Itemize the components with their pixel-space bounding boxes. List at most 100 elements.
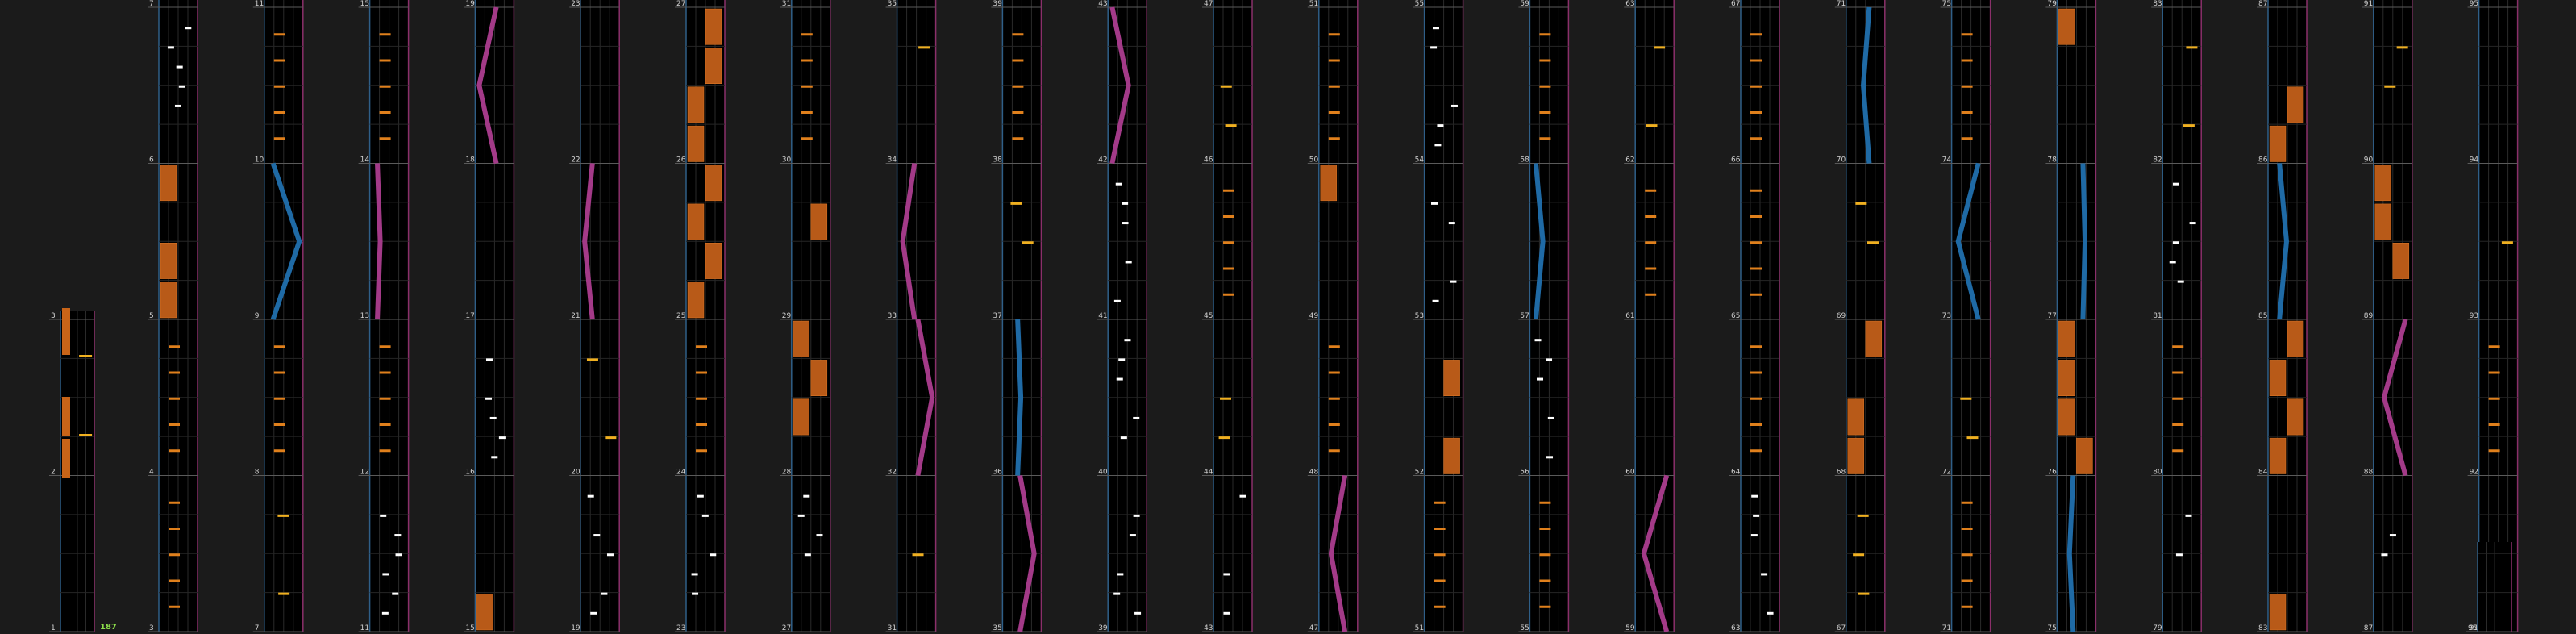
measure-number: 75 [1942,0,1951,8]
hold-note [2269,360,2287,396]
tap-note [1866,241,1879,244]
measure-number: 66 [1731,156,1741,165]
tap-note [2177,280,2184,283]
measure-number: 46 [1204,156,1213,165]
tap-note [169,605,180,608]
tap-note [1546,456,1554,459]
measure-number: 13 [360,312,369,320]
tap-note [1750,111,1762,114]
tap-note [1120,436,1127,440]
measure-number: 87 [2364,624,2373,632]
tap-note [2488,397,2500,400]
laser [1017,474,1037,632]
tap-note [1654,46,1666,49]
measure-number: 35 [888,0,897,8]
hold-note [793,398,810,436]
tap-note [1223,189,1234,192]
measure-number: 52 [1415,469,1424,477]
measure-number: 51 [1309,0,1318,8]
hold-note [2269,125,2287,162]
tap-note [2381,553,2388,557]
measure-column: 55 56 57 58 59 [1518,0,1570,632]
tap-note [1961,137,1973,140]
measure-number: 53 [1415,312,1424,320]
tap-note [2186,46,2198,49]
tap-note [1750,215,1762,218]
tap-note [491,456,498,459]
tap-note [2172,397,2184,400]
tap-note [1129,534,1136,537]
tap-note [1645,241,1657,244]
laser [1015,319,1024,476]
tap-note [395,553,402,557]
tap-note [2488,449,2500,453]
measure-number: 59 [1625,624,1635,632]
tap-note [379,111,391,114]
tap-note [1133,514,1140,517]
tap-note [1961,579,1973,582]
tap-note [1115,182,1122,186]
tap-note [1437,124,1444,127]
laser [2277,163,2289,320]
tap-note [692,592,699,595]
tap-note [174,104,181,107]
tap-note [1022,241,1034,244]
laser [1533,163,1546,320]
tap-note [1010,202,1022,205]
tap-note [606,553,614,557]
tap-note [1223,573,1230,576]
measure-column: 1 2 3 [49,308,95,632]
laser [2381,319,2408,477]
tap-note [1857,514,1869,517]
tap-note [2172,449,2184,453]
measure-number: 50 [1309,156,1319,165]
measure-number: 19 [571,624,581,632]
measure-number: 6 [149,156,154,165]
measure-number: 65 [1731,312,1740,320]
tap-note [1328,345,1340,348]
tap-note [169,345,180,348]
tap-note [1117,573,1124,576]
tap-note [912,553,924,557]
hold-note [1847,437,1865,474]
tap-note [1328,449,1340,453]
tap-note [1539,528,1551,530]
hold-note [160,282,177,319]
measure-number: 91 [2470,624,2478,632]
measure-number: 63 [1731,624,1740,632]
tap-note [2172,241,2179,244]
hold-note [62,439,70,478]
tap-note [1750,371,1762,374]
measure-column: 43 44 45 46 47 [1202,0,1253,632]
tap-note [185,27,192,30]
tap-note [2488,423,2500,426]
laser [900,163,918,320]
measure-number: 39 [1098,624,1108,632]
tap-note [379,397,391,400]
laser [476,6,499,165]
tap-note [273,137,285,140]
laser [2080,163,2088,320]
tap-note [804,553,811,557]
measure-column: 39 40 41 42 43 [1097,0,1147,632]
tap-note [2389,534,2396,537]
measure-number: 48 [1309,469,1319,477]
measure-number: 12 [360,469,369,477]
measure-number: 33 [888,312,897,320]
tap-note [2172,423,2184,426]
tap-note [696,449,707,453]
measure-number: 70 [1837,156,1846,165]
tap-note [1012,137,1024,140]
tap-note [382,573,389,576]
hold-note [1443,360,1460,396]
measure-number: 95 [2470,0,2478,8]
measure-number: 14 [360,156,370,165]
tap-note [797,514,805,517]
tap-note [2189,222,2196,225]
tap-note [1220,85,1232,88]
measure-number: 92 [2470,469,2478,477]
tap-note [169,449,180,453]
tap-note [1750,59,1762,62]
tap-note [379,345,391,348]
hold-note [687,282,705,319]
